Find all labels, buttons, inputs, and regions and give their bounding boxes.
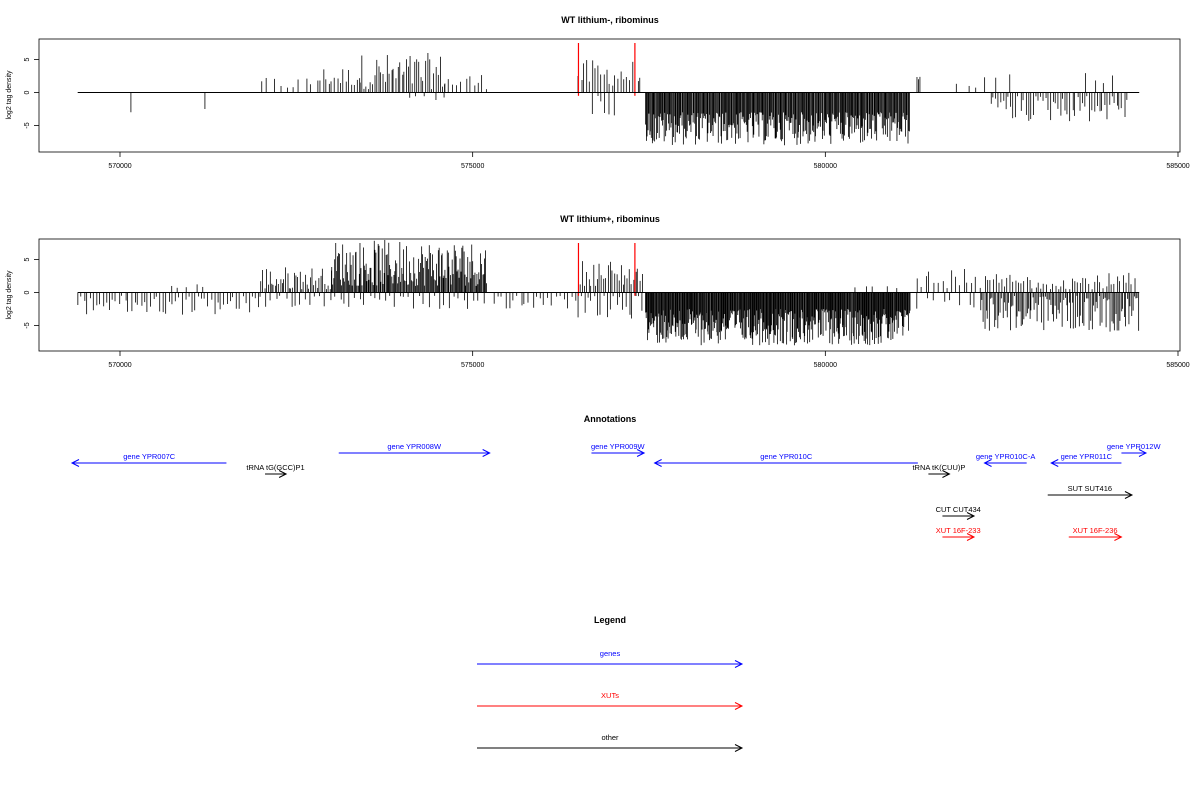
- feature-label: gene YPR010C: [760, 452, 813, 461]
- y-axis: -5 0 5: [24, 57, 39, 129]
- legend-label: genes: [600, 649, 621, 658]
- feature-label: gene YPR011C: [1061, 452, 1113, 461]
- annotation-feature: XUT 16F-236: [1068, 526, 1123, 541]
- arrowhead: [1050, 459, 1059, 467]
- plot-frame: [38, 38, 1181, 153]
- arrowhead: [1138, 449, 1148, 457]
- arrowhead: [942, 470, 951, 478]
- y-tick-label: -5: [24, 122, 31, 128]
- y-axis-label: log2 tag density: [6, 270, 13, 320]
- legend-item: XUTs: [477, 691, 744, 710]
- y-axis-label: log2 tag density: [6, 70, 13, 120]
- arrowhead: [734, 702, 744, 710]
- feature-label: CUT CUT434: [936, 505, 981, 514]
- annotation-feature: gene YPR011C: [1050, 452, 1122, 467]
- arrowhead: [70, 459, 80, 467]
- x-tick-label: 585000: [1166, 362, 1189, 369]
- arrowhead: [1114, 533, 1123, 541]
- legend-panel: Legend genes XUTs other: [477, 615, 744, 752]
- legend-title: Legend: [594, 615, 626, 625]
- y-tick-label: 0: [24, 90, 31, 94]
- legend-item: genes: [477, 649, 744, 668]
- feature-label: tRNA tG(GCC)P1: [246, 463, 304, 472]
- feature-label: tRNA tK(CUU)P: [912, 463, 965, 472]
- legend-items: genes XUTs other: [477, 649, 744, 752]
- feature-label: gene YPR012W: [1107, 442, 1162, 451]
- x-tick-label: 580000: [814, 163, 837, 170]
- legend-item: other: [477, 733, 744, 752]
- panel-title: WT lithium-, ribominus: [561, 15, 659, 25]
- annotation-feature: gene YPR008W: [338, 442, 491, 457]
- track-panel-lithium-minus: WT lithium-, ribominus log2 tag density …: [6, 15, 1190, 170]
- feature-label: gene YPR010C-A: [976, 452, 1035, 461]
- annotations-title: Annotations: [584, 414, 637, 424]
- x-tick-label: 575000: [461, 362, 484, 369]
- y-axis: -5 0 5: [24, 257, 39, 329]
- x-axis: 570000 575000 580000 585000: [108, 351, 1190, 369]
- x-tick-label: 570000: [108, 362, 131, 369]
- annotation-feature: gene YPR010C: [653, 452, 918, 467]
- feature-label: gene YPR008W: [387, 442, 442, 451]
- legend-label: other: [601, 733, 619, 742]
- arrowhead: [983, 459, 992, 467]
- feature-label: gene YPR007C: [123, 452, 176, 461]
- annotation-feature: gene YPR012W: [1107, 442, 1162, 457]
- x-tick-label: 585000: [1166, 163, 1189, 170]
- y-tick-label: 5: [24, 57, 31, 61]
- x-tick-label: 575000: [461, 163, 484, 170]
- arrowhead: [1124, 491, 1134, 499]
- annotation-feature: gene YPR010C-A: [976, 452, 1035, 467]
- feature-label: XUT 16F-236: [1073, 526, 1118, 535]
- y-tick-label: 5: [24, 257, 31, 261]
- feature-label: XUT 16F-233: [936, 526, 981, 535]
- annotation-feature: XUT 16F-233: [936, 526, 981, 541]
- arrowhead: [734, 744, 744, 752]
- feature-label: SUT SUT416: [1068, 484, 1112, 493]
- x-tick-label: 570000: [108, 163, 131, 170]
- plot-frame: [38, 238, 1181, 352]
- x-axis: 570000 575000 580000 585000: [108, 152, 1190, 170]
- red-markers: [577, 43, 636, 96]
- arrowhead: [734, 660, 744, 668]
- arrowhead: [278, 470, 288, 478]
- annotation-feature: gene YPR009W: [591, 442, 646, 457]
- y-tick-label: 0: [24, 290, 31, 294]
- track-panel-lithium-plus: WT lithium+, ribominus log2 tag density …: [6, 214, 1190, 369]
- arrowhead: [636, 449, 646, 457]
- annotation-feature: gene YPR007C: [70, 452, 227, 467]
- arrowhead: [966, 512, 976, 520]
- feature-label: gene YPR009W: [591, 442, 646, 451]
- arrowhead: [966, 533, 976, 541]
- density-bars: [130, 53, 1128, 146]
- density-bars: [77, 239, 1140, 346]
- arrowhead: [653, 459, 662, 467]
- annotation-feature: CUT CUT434: [936, 505, 981, 520]
- annotation-features: gene YPR007C tRNA tG(GCC)P1 gene YPR008W ge…: [70, 442, 1162, 541]
- panel-title: WT lithium+, ribominus: [560, 214, 660, 224]
- arrowhead: [482, 449, 491, 457]
- y-tick-label: -5: [24, 322, 31, 328]
- red-markers: [577, 243, 636, 296]
- legend-label: XUTs: [601, 691, 619, 700]
- annotation-feature: tRNA tG(GCC)P1: [246, 463, 305, 478]
- annotation-feature: SUT SUT416: [1047, 484, 1134, 499]
- x-tick-label: 580000: [814, 362, 837, 369]
- annotation-feature: tRNA tK(CUU)P: [912, 463, 965, 478]
